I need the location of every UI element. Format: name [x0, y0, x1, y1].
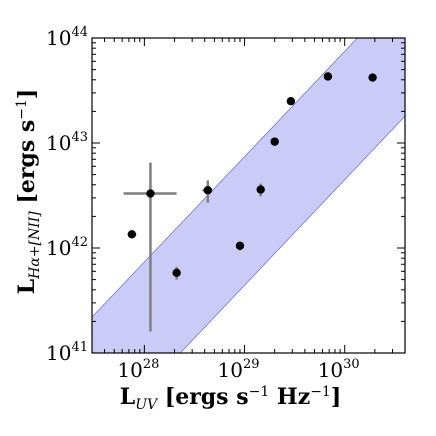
- axis-labels: 1028 1029 1030 1041 1042 1043 1044 LUV [ergs s−…: [14, 25, 360, 413]
- data-point: [203, 186, 213, 195]
- plot-frame: [91, 37, 406, 354]
- data-point: [127, 230, 137, 239]
- y-tick-label: 1044: [46, 25, 88, 50]
- band-upper-edge: [92, 38, 358, 318]
- data-point: [172, 268, 181, 278]
- x-tick-label: 1028: [117, 357, 159, 382]
- y-axis-label: LHα+[NII] [ergs s−1]: [14, 89, 43, 295]
- confidence-band: [92, 38, 405, 353]
- data-point: [270, 137, 279, 146]
- data-point: [256, 185, 265, 194]
- data-point: [368, 73, 377, 82]
- y-tick-label: 1041: [46, 340, 88, 365]
- y-tick-label: 1043: [46, 130, 88, 155]
- x-axis-label: LUV [ergs s−1 Hz−1]: [120, 384, 342, 413]
- axis-ticks: [91, 37, 406, 354]
- data-point: [323, 72, 333, 81]
- data-point: [146, 189, 155, 198]
- data-point: [235, 241, 245, 250]
- band-fill: [92, 38, 405, 353]
- data-point: [286, 97, 296, 106]
- x-tick-label: 1029: [218, 357, 260, 382]
- data-points: [127, 72, 377, 278]
- x-tick-label: 1030: [318, 357, 360, 382]
- y-tick-label: 1042: [46, 235, 88, 260]
- band-lower-edge: [179, 115, 405, 353]
